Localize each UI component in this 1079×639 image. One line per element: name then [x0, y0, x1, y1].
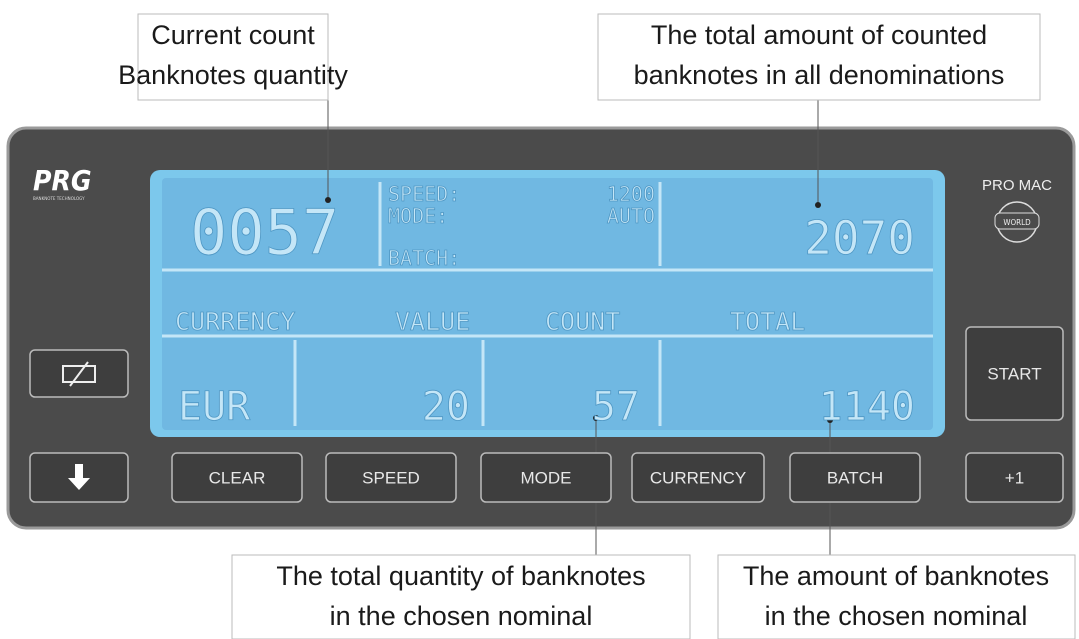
lcd-currency: EUR: [178, 384, 251, 430]
callout-text: The total amount of counted: [651, 20, 987, 50]
lcd-count: 0057: [190, 196, 339, 269]
button-label[interactable]: BATCH: [827, 469, 883, 488]
lcd-denomination-total: 1140: [819, 384, 915, 430]
button-label[interactable]: CLEAR: [209, 469, 266, 488]
lcd-total-amount: 2070: [804, 211, 915, 265]
callout-text: Current count: [151, 20, 315, 50]
lcd-header: CURRENCY: [175, 307, 295, 336]
lcd-batch-label: BATCH:: [388, 246, 460, 270]
button-label[interactable]: CURRENCY: [650, 469, 746, 488]
callout-text: in the chosen nominal: [330, 601, 593, 631]
callout-text: banknotes in all denominations: [634, 60, 1005, 90]
lcd-speed-label: SPEED:: [388, 182, 460, 206]
button-label[interactable]: SPEED: [362, 469, 420, 488]
callout-text: Banknotes quantity: [118, 60, 348, 90]
lcd-speed: 1200: [607, 182, 655, 206]
model: PRO MAC: [982, 177, 1052, 194]
lcd-header: TOTAL: [730, 307, 805, 336]
edit-button[interactable]: [30, 350, 128, 397]
lcd-mode-label: MODE:: [388, 204, 448, 228]
button-label[interactable]: +1: [1005, 469, 1024, 488]
down-button[interactable]: [30, 453, 128, 502]
button-label[interactable]: START: [987, 365, 1041, 384]
logo: PRG: [33, 164, 92, 197]
button-label[interactable]: MODE: [521, 469, 572, 488]
lcd-value: 20: [422, 384, 470, 430]
badge: WORLD: [1003, 218, 1031, 227]
callout-text: The total quantity of banknotes: [276, 561, 645, 591]
lcd-denomination-count: 57: [592, 384, 640, 430]
tagline: BANKNOTE TECHNOLOGY: [33, 196, 85, 202]
lcd-mode: AUTO: [607, 204, 655, 228]
lcd-header: VALUE: [395, 307, 470, 336]
lcd-header: COUNT: [545, 307, 620, 336]
callout-text: The amount of banknotes: [743, 561, 1049, 591]
callout-text: in the chosen nominal: [765, 601, 1028, 631]
diagram: Current count Banknotes quantity The total…: [0, 0, 1079, 639]
